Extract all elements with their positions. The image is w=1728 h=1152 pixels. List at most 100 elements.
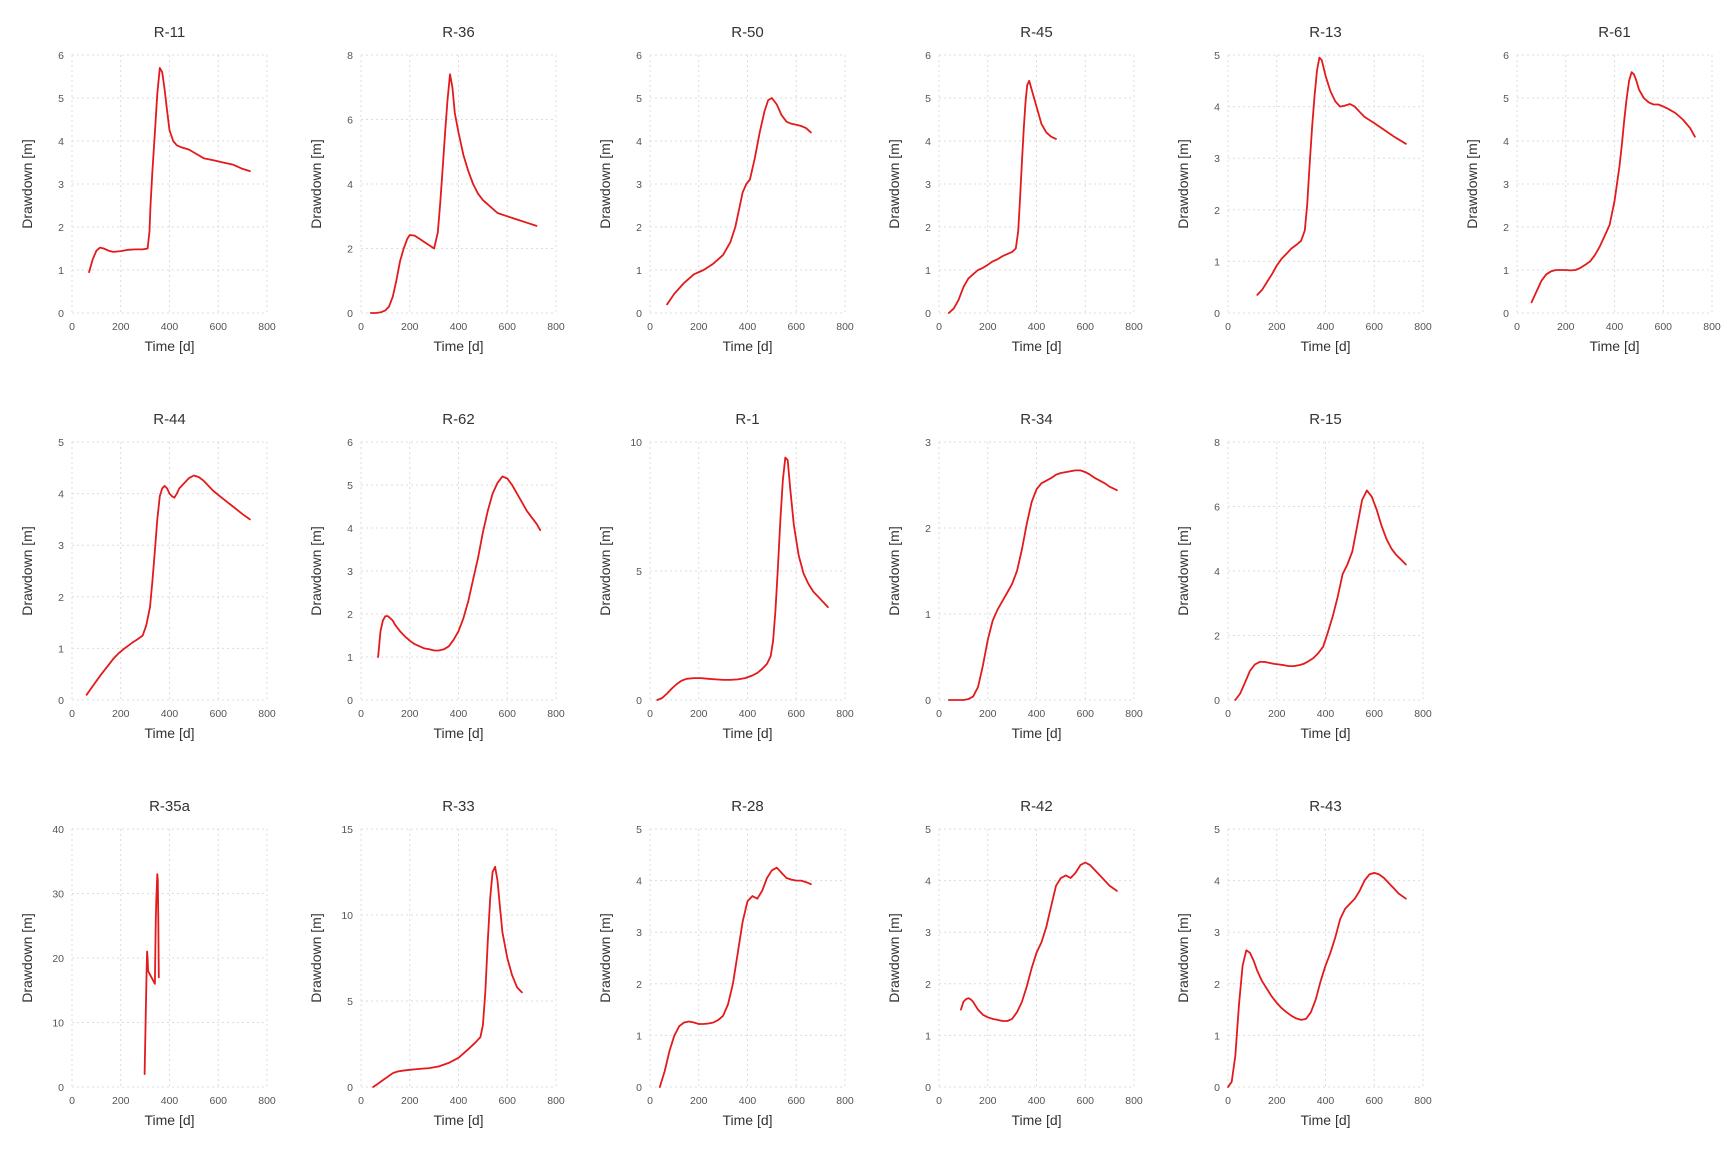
y-tick-label: 15: [341, 824, 353, 836]
x-tick-label: 200: [1268, 1095, 1286, 1107]
y-axis-label: Drawdown [m]: [597, 913, 613, 1002]
x-tick-label: 400: [450, 321, 468, 333]
x-tick-label: 400: [1028, 708, 1046, 720]
y-tick-label: 40: [52, 824, 64, 836]
subplot-r-1: R-1 0 200 400 600 800 0 5 10 Time [d] Drawdown [m]: [597, 411, 854, 741]
subplot-title: R-61: [1598, 24, 1631, 41]
series-line: [85, 474, 251, 696]
x-tick-label: 0: [358, 1095, 364, 1107]
y-tick-label: 5: [347, 996, 353, 1008]
subplot-r-34: R-34 0 200 400 600 800 0 1 2 3 Time [d] Drawdown [m…: [886, 411, 1143, 741]
x-tick-label: 400: [161, 708, 179, 720]
x-tick-label: 0: [1514, 321, 1520, 333]
x-tick-label: 600: [1076, 708, 1094, 720]
subplot-r-13: R-13 0 200 400 600 800 0 1 2 3 4 5 Time [d] Drawdown …: [1175, 24, 1432, 354]
y-tick-label: 1: [925, 265, 931, 277]
x-tick-label: 600: [787, 1095, 805, 1107]
x-tick-label: 800: [836, 321, 854, 333]
y-axis-label: Drawdown [m]: [1464, 139, 1480, 228]
x-tick-label: 0: [69, 708, 75, 720]
y-axis-label: Drawdown [m]: [308, 526, 324, 615]
y-tick-label: 0: [58, 1082, 64, 1094]
series-line: [947, 469, 1118, 701]
y-tick-label: 1: [58, 643, 64, 655]
x-tick-label: 600: [498, 1095, 516, 1107]
series-line: [1227, 872, 1407, 1088]
subplot-title: R-13: [1309, 24, 1342, 41]
x-tick-label: 200: [112, 708, 130, 720]
y-tick-label: 0: [925, 308, 931, 320]
x-tick-label: 600: [1365, 1095, 1383, 1107]
subplot-r-28: R-28 0 200 400 600 800 0 1 2 3 4 5 Time [d] Drawdown …: [597, 798, 854, 1128]
y-axis-label: Drawdown [m]: [886, 139, 902, 228]
x-tick-label: 0: [358, 321, 364, 333]
y-tick-label: 1: [347, 652, 353, 664]
x-tick-label: 0: [69, 321, 75, 333]
subplot-r-50: R-50 0 200 400 600 800 0 1 2 3 4 5 6 Time [d] Drawdown…: [597, 24, 854, 354]
x-tick-label: 200: [401, 708, 419, 720]
y-tick-label: 0: [58, 695, 64, 707]
x-axis-label: Time [d]: [722, 725, 772, 741]
x-tick-label: 0: [1225, 708, 1231, 720]
x-axis-label: Time [d]: [1011, 1112, 1061, 1128]
subplot-title: R-34: [1020, 411, 1053, 428]
subplot-title: R-15: [1309, 411, 1342, 428]
y-tick-label: 2: [58, 592, 64, 604]
y-tick-label: 6: [636, 50, 642, 62]
y-tick-label: 2: [1214, 205, 1220, 217]
y-axis-label: Drawdown [m]: [886, 526, 902, 615]
y-tick-label: 4: [347, 179, 353, 191]
subplot-r-33: R-33 0 200 400 600 800 0 5 10 15 Time [d] Drawdown …: [308, 798, 565, 1128]
x-axis-label: Time [d]: [433, 725, 483, 741]
y-tick-label: 0: [1503, 308, 1509, 320]
y-tick-label: 1: [1503, 265, 1509, 277]
x-tick-label: 800: [1125, 1095, 1143, 1107]
series-line: [947, 79, 1057, 314]
x-axis-label: Time [d]: [1300, 725, 1350, 741]
series-line: [372, 865, 523, 1088]
series-line: [143, 873, 160, 1075]
x-tick-label: 800: [1125, 321, 1143, 333]
x-tick-label: 800: [836, 708, 854, 720]
x-tick-label: 200: [979, 708, 997, 720]
x-axis-label: Time [d]: [433, 1112, 483, 1128]
y-tick-label: 6: [925, 50, 931, 62]
x-tick-label: 800: [1414, 708, 1432, 720]
x-tick-label: 200: [1268, 321, 1286, 333]
x-tick-label: 600: [1365, 321, 1383, 333]
series-line: [1234, 489, 1407, 701]
x-tick-label: 800: [258, 1095, 276, 1107]
series-line: [666, 97, 812, 306]
y-tick-label: 2: [1214, 631, 1220, 643]
x-tick-label: 800: [547, 1095, 565, 1107]
x-axis-label: Time [d]: [144, 338, 194, 354]
x-tick-label: 600: [1365, 708, 1383, 720]
x-tick-label: 400: [1606, 321, 1624, 333]
x-tick-label: 400: [739, 1095, 757, 1107]
y-tick-label: 3: [925, 179, 931, 191]
x-axis-label: Time [d]: [144, 1112, 194, 1128]
y-tick-label: 3: [925, 437, 931, 449]
series-line: [960, 861, 1118, 1022]
subplot-title: R-28: [731, 798, 764, 815]
y-tick-label: 0: [1214, 695, 1220, 707]
y-tick-label: 4: [347, 523, 353, 535]
y-axis-label: Drawdown [m]: [1175, 139, 1191, 228]
subplot-title: R-62: [442, 411, 475, 428]
y-tick-label: 0: [636, 308, 642, 320]
subplot-title: R-35a: [149, 798, 191, 815]
subplot-r-62: R-62 0 200 400 600 800 0 1 2 3 4 5 6 Time [d] Drawdown…: [308, 411, 565, 741]
y-tick-label: 4: [925, 136, 931, 148]
y-tick-label: 1: [925, 609, 931, 621]
subplot-title: R-11: [154, 24, 185, 41]
x-tick-label: 600: [498, 708, 516, 720]
y-tick-label: 5: [1214, 824, 1220, 836]
subplot-title: R-44: [153, 411, 186, 428]
y-tick-label: 5: [636, 566, 642, 578]
x-tick-label: 800: [1125, 708, 1143, 720]
x-tick-label: 0: [647, 1095, 653, 1107]
subplot-r-36: R-36 0 200 400 600 800 0 2 4 6 8 Time [d] Drawdown […: [308, 24, 565, 354]
y-tick-label: 0: [636, 1082, 642, 1094]
y-tick-label: 5: [636, 824, 642, 836]
x-tick-label: 800: [258, 708, 276, 720]
